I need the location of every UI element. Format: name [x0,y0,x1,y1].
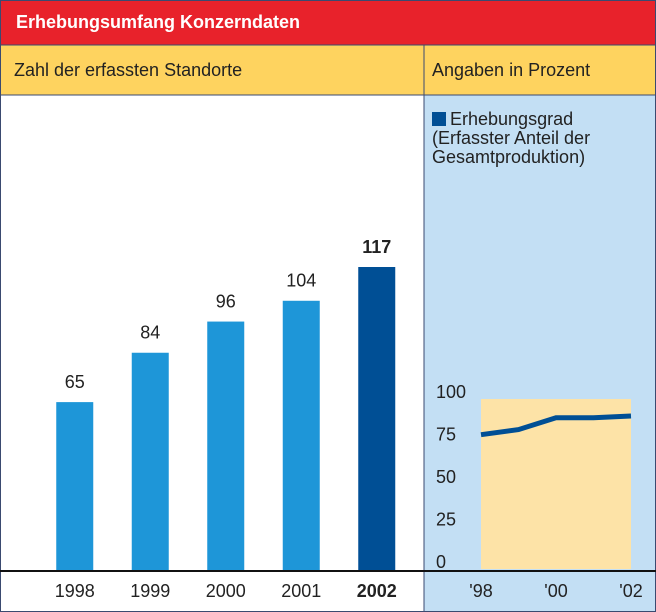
bar [207,321,245,571]
data-label: 104 [286,271,316,291]
subheader [0,45,656,95]
chart-title: Zahl der erfassten Standorte [14,60,242,80]
legend-swatch [432,112,446,126]
x-tick-label: 2001 [281,581,321,601]
x-tick-label: '02 [619,581,642,601]
x-tick-label: 1998 [55,581,95,601]
chart-title: Angaben in Prozent [432,60,590,80]
plot-area [481,399,631,569]
x-tick-label: '00 [544,581,567,601]
data-label: 96 [216,291,236,311]
y-tick-label: 100 [436,382,466,402]
y-tick-label: 75 [436,424,456,444]
data-label: 65 [65,372,85,392]
y-tick-label: 25 [436,509,456,529]
x-tick-label: 2002 [357,581,397,601]
bar [358,267,396,571]
x-tick-label: 2000 [206,581,246,601]
legend: Erhebungsgrad (Erfasster Anteil der Gesa… [432,110,632,167]
data-label: 117 [362,237,391,257]
y-tick-label: 0 [436,552,446,572]
y-tick-label: 50 [436,467,456,487]
bar [282,300,320,571]
x-tick-label: '98 [469,581,492,601]
header [0,0,656,45]
data-label: 84 [140,322,160,342]
line [480,413,632,438]
bar [56,402,94,571]
legend-label: Erhebungsgrad (Erfasster Anteil der Gesa… [432,109,591,167]
x-tick-label: 1999 [130,581,170,601]
page-title: Erhebungsumfang Konzerndaten [16,12,300,32]
bar [131,352,169,571]
